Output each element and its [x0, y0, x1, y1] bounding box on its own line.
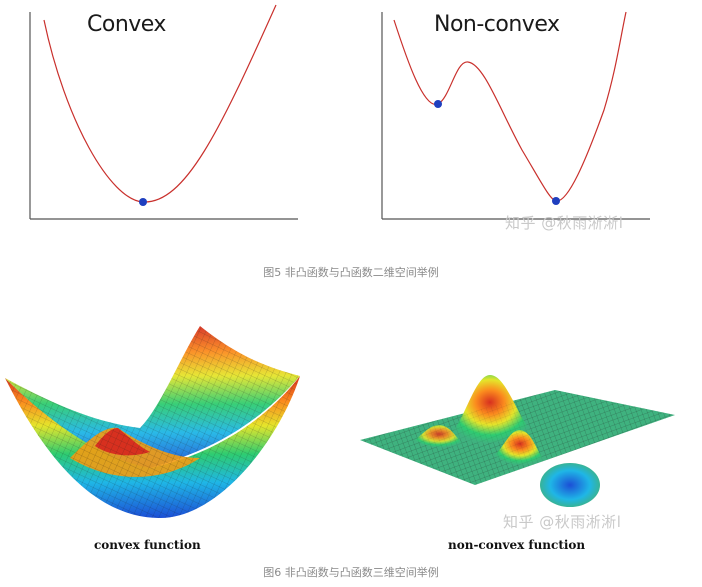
- top-watermark: 知乎 @秋雨淅淅l: [505, 214, 624, 232]
- figure5-caption: 图5 非凸函数与凸函数二维空间举例: [263, 266, 439, 279]
- nonconvex-global-minimum-point: [552, 197, 560, 205]
- convex-title: Convex: [87, 12, 166, 37]
- nonconvex-2d-panel: Non-convex: [372, 0, 672, 230]
- convex-function-label: convex function: [94, 538, 201, 552]
- nonconvex-curve: [393, 11, 627, 202]
- convex-minimum-point: [139, 198, 147, 206]
- convex-2d-panel: Convex: [20, 0, 310, 230]
- bottom-watermark: 知乎 @秋雨淅淅l: [503, 513, 622, 531]
- convex-3d-panel: [0, 318, 310, 528]
- convex-3d-surface: [5, 326, 300, 518]
- figure6-caption: 图6 非凸函数与凸函数三维空间举例: [263, 566, 439, 579]
- nonconvex-local-minimum-point: [434, 100, 442, 108]
- nonconvex-3d-surface: [360, 375, 675, 507]
- nonconvex-2d-plot: [381, 11, 650, 220]
- nonconvex-3d-panel: [355, 370, 675, 520]
- nonconvex-function-label: non-convex function: [448, 538, 586, 552]
- nonconvex-title: Non-convex: [434, 12, 560, 37]
- convex-2d-plot: [29, 4, 298, 220]
